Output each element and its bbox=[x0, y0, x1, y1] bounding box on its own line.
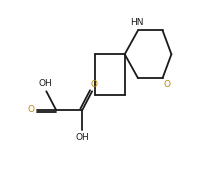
Text: O: O bbox=[163, 80, 171, 89]
Text: O: O bbox=[27, 105, 34, 114]
Text: HN: HN bbox=[130, 18, 144, 27]
Text: O: O bbox=[90, 80, 97, 89]
Text: OH: OH bbox=[39, 79, 52, 88]
Text: OH: OH bbox=[76, 133, 89, 142]
